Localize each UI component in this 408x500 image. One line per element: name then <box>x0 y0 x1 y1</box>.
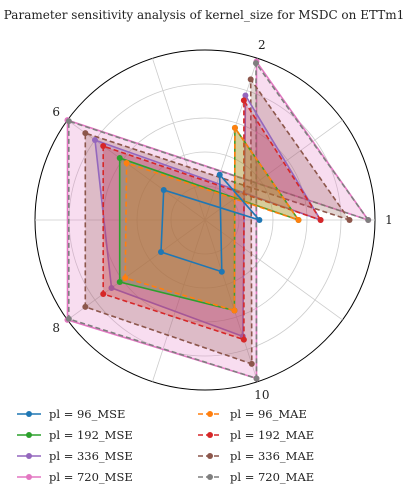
radar-series <box>64 58 372 382</box>
series-point <box>242 92 249 99</box>
series-0 <box>157 171 263 275</box>
series-point <box>122 274 129 281</box>
series-point <box>160 187 167 194</box>
radar-grid-spoke <box>204 219 258 382</box>
series-polygon <box>94 92 323 338</box>
axis-label: 1 <box>385 213 393 227</box>
legend-item: pl = 192_MSE <box>17 428 133 442</box>
series-3 <box>100 97 324 343</box>
series-point <box>253 375 260 382</box>
series-point <box>252 60 259 67</box>
series-point <box>108 284 115 291</box>
legend-marker <box>207 453 213 459</box>
legend-label: pl = 336_MAE <box>230 449 314 463</box>
legend-label: pl = 336_MSE <box>49 449 133 463</box>
legend-marker <box>207 474 213 480</box>
series-point <box>100 143 107 150</box>
legend-item: pl = 720_MAE <box>198 470 314 484</box>
legend-marker <box>26 453 32 459</box>
legend-label: pl = 96_MAE <box>230 407 307 421</box>
legend-label: pl = 720_MAE <box>230 470 314 484</box>
series-point <box>116 155 123 162</box>
axis-label: 10 <box>254 388 269 402</box>
series-1 <box>122 124 302 314</box>
series-point <box>240 336 247 343</box>
legend-label: pl = 192_MAE <box>230 428 314 442</box>
legend-marker <box>26 474 32 480</box>
legend-item: pl = 192_MAE <box>198 428 314 442</box>
series-point <box>247 76 254 83</box>
series-point <box>65 315 72 322</box>
legend-marker <box>207 411 213 417</box>
series-polygon <box>84 76 352 366</box>
radar-grid-spoke <box>204 119 343 221</box>
chart-title: Parameter sensitivity analysis of kernel… <box>4 8 404 22</box>
series-point <box>231 124 238 131</box>
legend-item: pl = 336_MAE <box>198 449 314 463</box>
series-point <box>100 290 107 297</box>
series-point <box>116 278 123 285</box>
series-polygon <box>102 97 323 341</box>
series-polygon <box>118 125 301 312</box>
legend-marker <box>207 432 213 438</box>
series-point <box>346 217 353 223</box>
axis-label: 6 <box>52 105 60 119</box>
series-point <box>248 360 255 367</box>
series-point <box>256 217 263 223</box>
legend-item: pl = 720_MSE <box>17 470 133 484</box>
radar-grid-spoke <box>152 219 206 382</box>
radar-grid-spoke <box>152 58 206 221</box>
legend-item: pl = 336_MSE <box>17 449 133 463</box>
radar-grid-spoke <box>204 58 258 221</box>
series-polygon <box>68 60 371 380</box>
radar-grid-spoke <box>204 219 343 321</box>
series-point <box>157 248 164 255</box>
series-point <box>240 97 247 104</box>
legend-label: pl = 720_MSE <box>49 470 133 484</box>
legend-item: pl = 96_MAE <box>198 407 307 421</box>
radar-grid-spoke <box>67 119 206 221</box>
axis-label: 8 <box>52 321 60 335</box>
axis-label: 2 <box>258 38 266 52</box>
series-5 <box>82 76 353 367</box>
series-point <box>65 118 72 125</box>
series-polygon <box>124 125 301 312</box>
series-point <box>365 217 372 223</box>
series-7 <box>65 60 372 382</box>
series-point <box>91 137 98 144</box>
legend-item: pl = 96_MSE <box>17 407 125 421</box>
series-point <box>218 268 225 275</box>
series-point <box>82 303 89 310</box>
series-polygon <box>160 172 262 273</box>
series-point <box>216 171 223 178</box>
series-point <box>82 130 89 137</box>
series-point <box>123 160 130 167</box>
legend-marker <box>26 411 32 417</box>
legend-label: pl = 96_MSE <box>49 407 125 421</box>
legend-marker <box>26 432 32 438</box>
legend-label: pl = 192_MSE <box>49 428 133 442</box>
series-point <box>295 217 302 223</box>
series-point <box>231 307 238 314</box>
series-point <box>317 217 324 223</box>
radar-grid-spoke <box>67 219 206 321</box>
